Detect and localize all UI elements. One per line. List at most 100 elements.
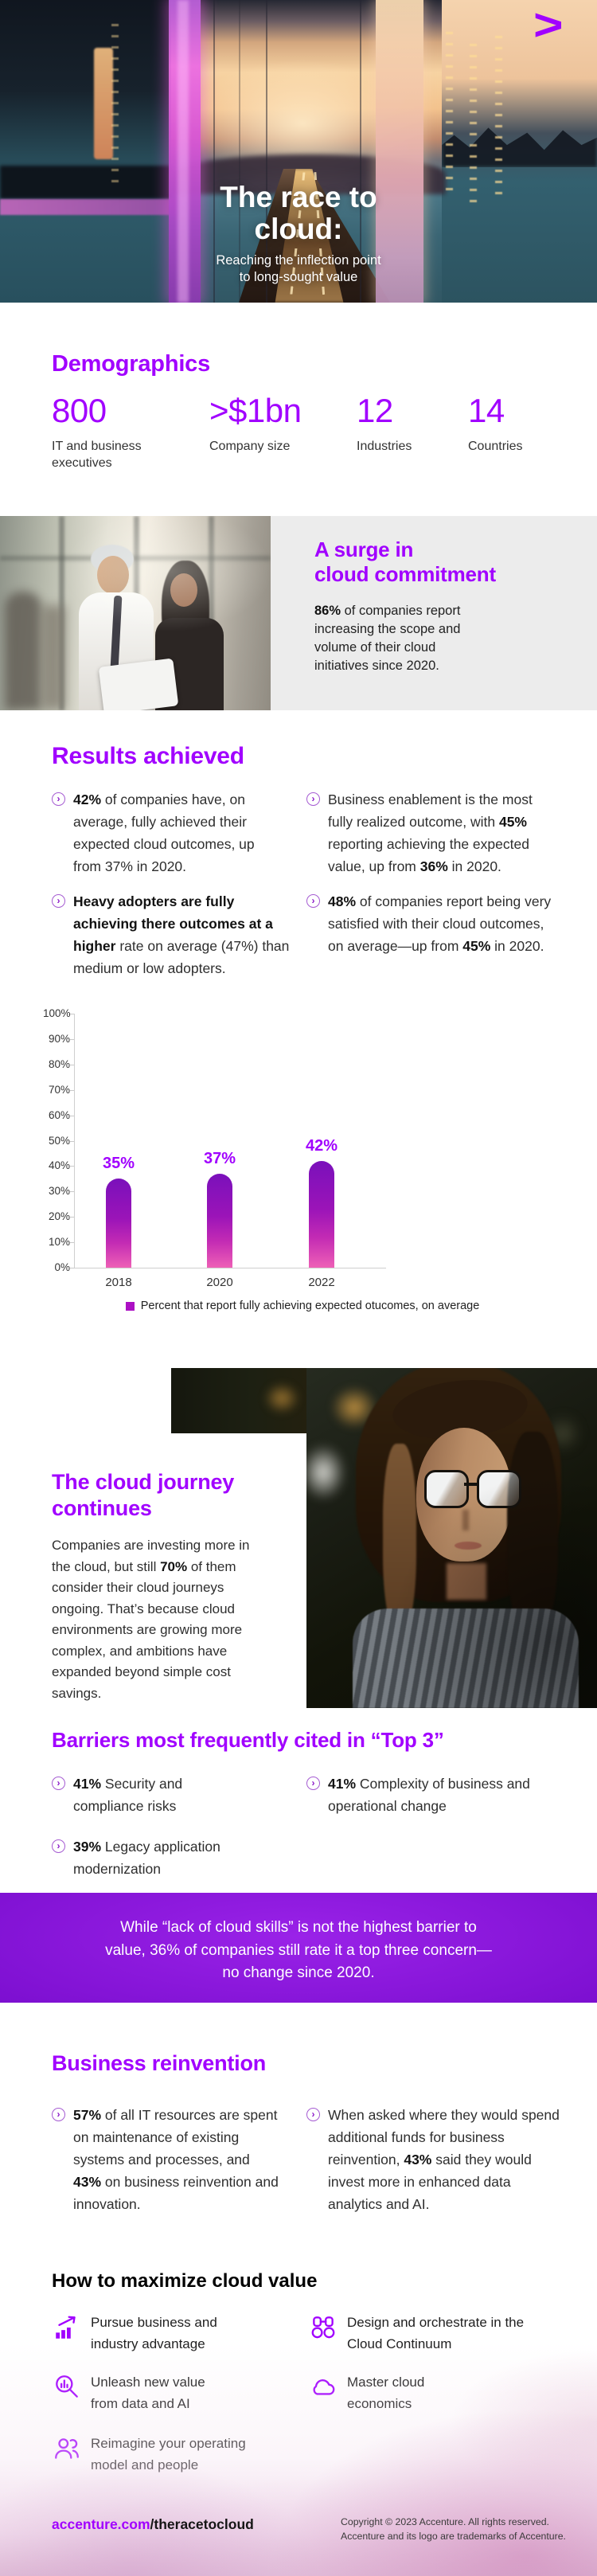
chart-y-tick-label: 90% <box>48 1032 70 1045</box>
hero-subtitle-line2: to long-sought value <box>239 270 358 284</box>
maximize-item-label: Design and orchestrate in the Cloud Cont… <box>347 2315 525 2351</box>
growth-chart-icon <box>56 2316 76 2339</box>
journey-heading-line2: continues <box>52 1496 152 1520</box>
hero-lit-tower <box>94 48 113 159</box>
chevron-circle-icon: › <box>52 792 65 806</box>
chart-bar-value: 35% <box>102 1155 135 1173</box>
copyright-notice: Copyright © 2023 Accenture. All rights r… <box>341 2515 579 2544</box>
chevron-circle-icon: › <box>306 894 320 908</box>
photo-lips <box>455 1542 482 1550</box>
demographics-heading: Demographics <box>52 351 211 377</box>
chart-y-tick-label: 40% <box>48 1159 70 1172</box>
hero-light-dots <box>446 32 453 199</box>
barriers-bullet-l1: › 41% Security and compliance risks <box>52 1773 236 1817</box>
photo-vignette <box>306 1368 597 1708</box>
stat-executives: 800 IT and business executives <box>52 392 179 471</box>
chart-y-tick-label: 50% <box>48 1134 70 1147</box>
hero-subtitle-line1: Reaching the inflection point <box>216 253 381 268</box>
hero-light-dots <box>470 44 477 211</box>
chevron-circle-icon: › <box>306 1777 320 1790</box>
binoculars-icon <box>311 2316 335 2339</box>
results-bullet-l2: › Heavy adopters are fully achieving ther… <box>52 890 292 979</box>
hero-title-line2: cloud: <box>254 213 343 245</box>
accenture-logo-icon: > <box>533 0 564 49</box>
chart-bar-value: 42% <box>305 1137 338 1155</box>
bullet-text: Heavy adopters are fully achieving there… <box>73 893 290 976</box>
maximize-item-operating-model: Reimagine your operating model and peopl… <box>53 2433 275 2476</box>
chart-y-tick-label: 10% <box>48 1236 70 1249</box>
barriers-bullet-r1: › 41% Complexity of business and operatio… <box>306 1773 551 1817</box>
results-bullet-r1: › Business enablement is the most fully r… <box>306 788 552 878</box>
footer-link-path[interactable]: /theracetocloud <box>150 2516 254 2532</box>
results-heading: Results achieved <box>52 743 244 769</box>
stat-label: IT and business executives <box>52 440 142 470</box>
maximize-item-label: Master cloud economics <box>347 2375 425 2411</box>
bullet-text: 42% of companies have, on average, fully… <box>73 792 255 874</box>
chart-bar-value: 37% <box>203 1149 236 1167</box>
legend-swatch <box>125 1301 135 1311</box>
hero-skyline-left <box>0 166 171 199</box>
hero-cable <box>239 0 240 303</box>
chevron-circle-icon: › <box>306 2108 320 2121</box>
hero-title: The race to cloud: <box>100 182 498 245</box>
chevron-circle-icon: › <box>306 792 320 806</box>
chart-y-axis <box>74 1014 75 1268</box>
skills-callout-banner: While “lack of cloud skills” is not the … <box>0 1893 597 2003</box>
surge-heading: A surge in cloud commitment <box>314 537 496 587</box>
bullet-text: 48% of companies report being very satis… <box>328 893 552 954</box>
journey-heading: The cloud journey continues <box>52 1469 234 1522</box>
chart-legend: Percent that report fully achieving expe… <box>48 1300 557 1312</box>
journey-photo-notch <box>171 1368 306 1433</box>
chart-bar-2020 <box>207 1173 232 1268</box>
chart-y-tick-label: 60% <box>48 1108 70 1121</box>
hero-cable <box>266 0 267 303</box>
chart-x-tick-label: 2018 <box>105 1276 132 1289</box>
stat-company-size: >$1bn Company size <box>209 392 345 455</box>
chart-y-tick-label: 0% <box>54 1261 70 1273</box>
footer-link[interactable]: accenture.com/theracetocloud <box>52 2516 254 2533</box>
stat-countries: 14 Countries <box>468 392 564 455</box>
chart-bar-2022 <box>309 1161 334 1268</box>
bullet-text: 57% of all IT resources are spent on mai… <box>73 2107 279 2212</box>
chart-y-tick-label: 70% <box>48 1083 70 1096</box>
photo-hair-right <box>507 1432 558 1635</box>
stat-value: 800 <box>52 392 107 429</box>
hero-subtitle: Reaching the inflection point to long-so… <box>100 252 498 286</box>
maximize-item-cloud-economics: Master cloud economics <box>309 2371 484 2414</box>
surge-heading-line2: cloud commitment <box>314 562 496 586</box>
results-bullet-l1: › 42% of companies have, on average, full… <box>52 788 282 878</box>
photo-striped-shirt <box>353 1609 579 1708</box>
hero-banner: > The race to cloud: Reaching the inflec… <box>0 0 597 303</box>
hero-title-line1: The race to <box>220 181 377 213</box>
chart-y-tick <box>70 1089 74 1091</box>
chevron-circle-icon: › <box>52 1839 65 1853</box>
journey-photo <box>306 1368 597 1708</box>
stat-label: Company size <box>209 440 291 453</box>
bullet-text: Business enablement is the most fully re… <box>328 792 533 874</box>
hero-pillar-pink <box>169 0 201 303</box>
maximize-heading: How to maximize cloud value <box>52 2270 318 2292</box>
hero-light-dots <box>495 36 502 203</box>
photo-nose-shadow <box>462 1510 469 1530</box>
surge-photo <box>0 516 271 710</box>
copyright-line2: Accenture and its logo are trademarks of… <box>341 2531 566 2543</box>
stat-value: 12 <box>357 392 393 429</box>
chart-y-tick <box>70 1166 74 1167</box>
stat-label: Countries <box>468 440 523 453</box>
chart-x-tick-label: 2020 <box>206 1276 233 1289</box>
reinvention-bullet-l1: › 57% of all IT resources are spent on ma… <box>52 2104 279 2215</box>
bullet-text: When asked where they would spend additi… <box>328 2107 560 2212</box>
cloud-icon <box>313 2379 335 2395</box>
hero-cable <box>213 0 215 303</box>
chevron-circle-icon: › <box>52 1777 65 1790</box>
reinvention-bullet-r1: › When asked where they would spend addit… <box>306 2104 563 2215</box>
people-icon <box>55 2438 79 2459</box>
photo-background-figure <box>41 605 65 710</box>
footer-link-domain[interactable]: accenture.com <box>52 2516 150 2532</box>
photo-window-frame <box>209 516 214 710</box>
maximize-item-label: Pursue business and industry advantage <box>91 2315 217 2351</box>
chart-y-tick <box>70 1242 74 1244</box>
chart-y-tick-label: 80% <box>48 1057 70 1070</box>
bullet-text: 41% Security and compliance risks <box>73 1776 183 1814</box>
legend-label: Percent that report fully achieving expe… <box>140 1300 480 1312</box>
